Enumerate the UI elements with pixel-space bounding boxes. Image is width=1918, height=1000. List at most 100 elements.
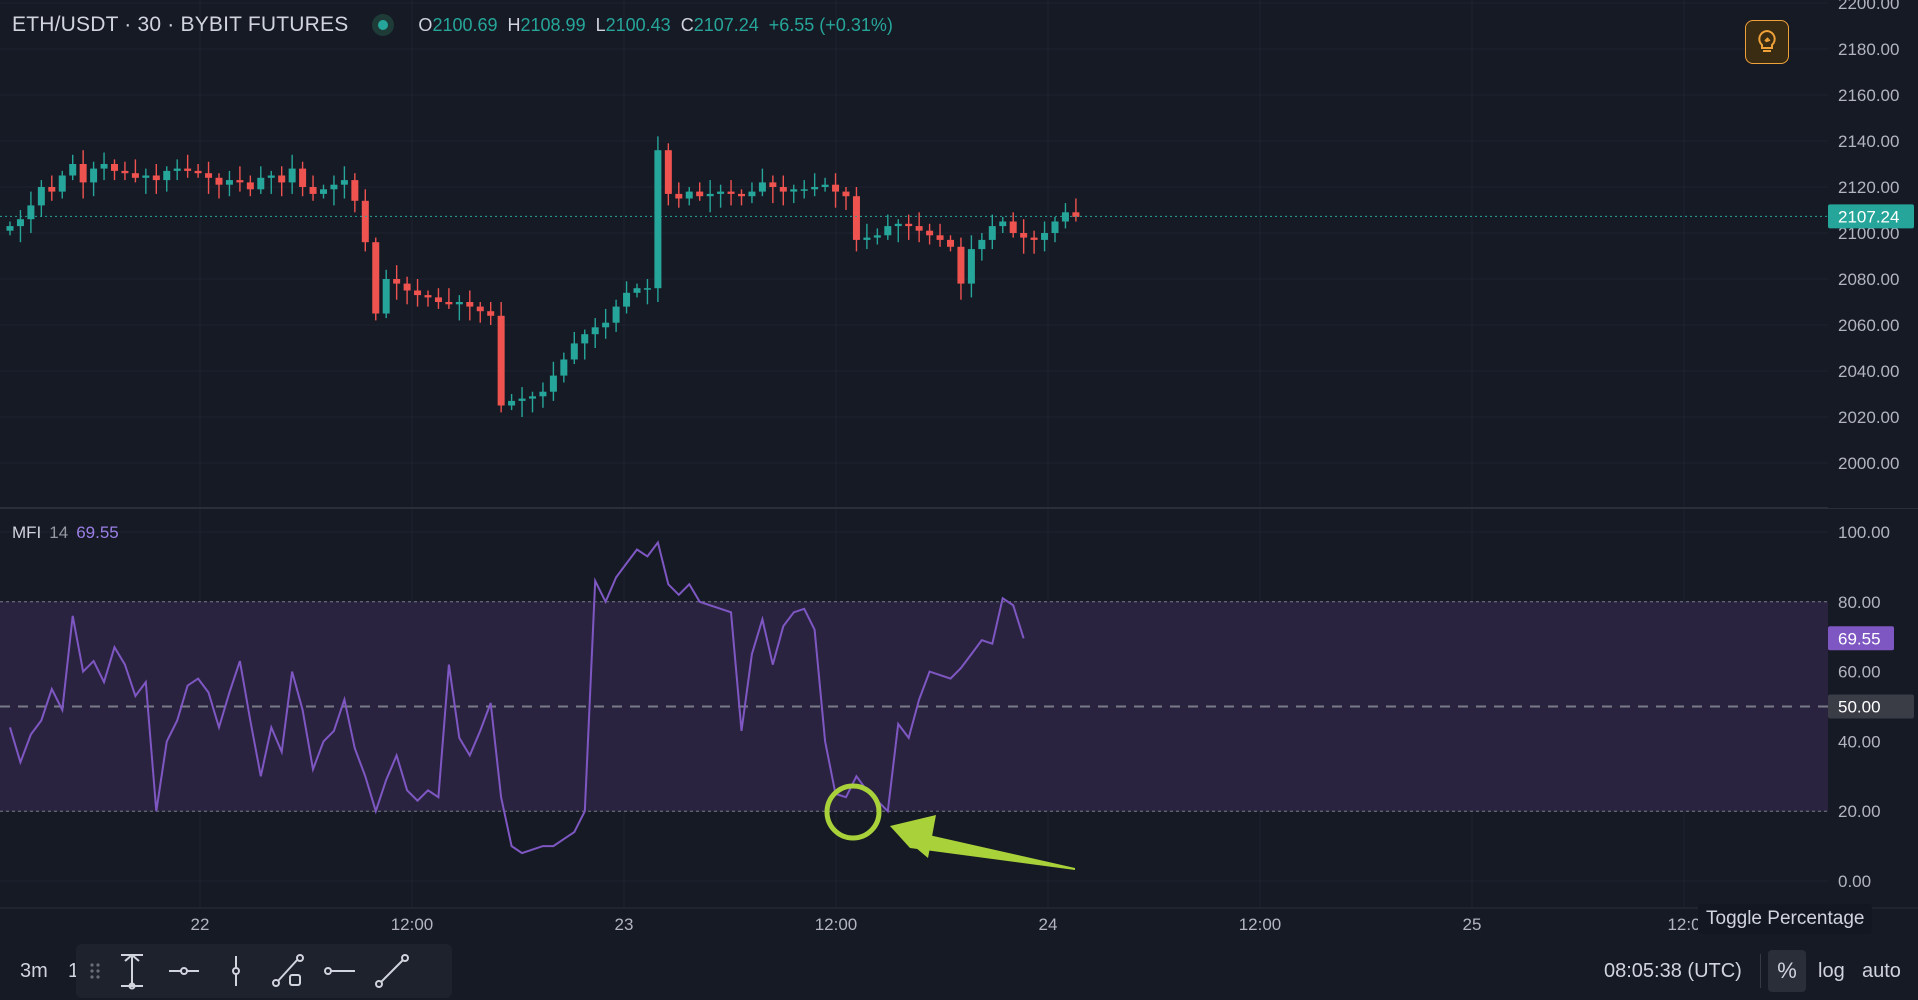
candle-body: [529, 396, 536, 399]
candle-body: [27, 205, 35, 220]
mfi-period: 14: [49, 523, 69, 542]
close-value: 2107.24: [693, 14, 759, 35]
horizontal-ray-tool-icon[interactable]: [158, 948, 210, 994]
price-tick-label: 2200.00: [1838, 0, 1899, 13]
candle-body: [863, 237, 871, 240]
candle-body: [351, 180, 359, 201]
candle-body: [612, 306, 620, 323]
log-scale-button[interactable]: log: [1818, 960, 1845, 982]
vertical-line-tool-icon[interactable]: [210, 948, 262, 994]
trend-line-tool-icon[interactable]: [366, 948, 418, 994]
candle-body: [518, 398, 526, 401]
candle-body: [675, 193, 683, 199]
low-value: 2100.43: [605, 14, 671, 35]
candle-body: [915, 226, 923, 231]
annotation-circle: [824, 783, 882, 841]
mfi-tick-label: 80.00: [1838, 593, 1881, 612]
mfi-tick-label: 20.00: [1838, 802, 1881, 821]
candle-body: [278, 175, 286, 183]
utc-clock[interactable]: 08:05:38 (UTC): [1604, 960, 1742, 982]
candle-body: [779, 187, 787, 192]
candle-body: [978, 239, 986, 250]
market-status-icon: [372, 14, 395, 36]
candle-body: [685, 191, 693, 199]
candle-body: [445, 302, 453, 305]
candle-body: [1072, 212, 1080, 217]
candle-body: [320, 189, 327, 194]
candle-body: [811, 187, 819, 190]
candle-body: [926, 230, 934, 236]
vertical-range-tool-icon[interactable]: [106, 948, 158, 994]
candle-body: [738, 193, 745, 197]
path-tool-icon[interactable]: [262, 948, 314, 994]
candle-body: [967, 249, 975, 284]
mfi-legend[interactable]: MFI 14 69.55: [12, 523, 119, 543]
price-tick-label: 2160.00: [1838, 86, 1899, 105]
candle-body: [424, 295, 432, 298]
candle-body: [717, 191, 725, 194]
idea-lightbulb-button[interactable]: [1745, 20, 1789, 64]
price-tick-label: 2100.00: [1838, 224, 1899, 243]
lightbulb-icon: [1758, 29, 1776, 52]
candle-body: [267, 175, 275, 178]
mfi-value-label: 69.55: [1838, 629, 1881, 648]
price-axis[interactable]: 2200.00 2180.00 2160.00 2140.00 2120.00 2100.…: [1828, 0, 1918, 508]
mfi-band-fill: [0, 601, 1828, 812]
candle-body: [414, 290, 422, 296]
candle-body: [340, 180, 348, 185]
price-axis-bg: [1828, 0, 1918, 508]
drag-grip-icon[interactable]: [84, 956, 106, 986]
candle-body: [936, 235, 944, 240]
candle-body: [111, 164, 118, 171]
candle-body: [184, 168, 192, 171]
candle-body: [696, 191, 704, 197]
candle-body: [6, 226, 14, 231]
candle-body: [257, 177, 265, 190]
candle-body: [16, 219, 24, 227]
candle-body: [79, 164, 87, 183]
high-key: H: [507, 14, 521, 35]
price-tick-label: 2180.00: [1838, 40, 1899, 59]
candle-body: [633, 288, 641, 293]
time-tick-label: 25: [1463, 915, 1482, 934]
price-tick-label: 2140.00: [1838, 132, 1899, 151]
price-tick-label: 2020.00: [1838, 408, 1899, 427]
auto-scale-button[interactable]: auto: [1862, 960, 1901, 982]
horizontal-line-tool-icon[interactable]: [314, 948, 366, 994]
time-axis[interactable]: 22 12:00 23 12:00 24 12:00 25 12:0: [0, 907, 1918, 934]
candle-body: [832, 184, 840, 192]
last-price-badge: [1828, 204, 1914, 229]
mfi-tick-label: 100.00: [1838, 523, 1890, 542]
mfi-value-badge: [1828, 626, 1894, 651]
candle-body: [842, 191, 850, 197]
timeframe-button-2[interactable]: 1: [68, 960, 80, 982]
candle-body: [58, 175, 66, 192]
candle-body: [476, 306, 484, 312]
toggle-percentage-button[interactable]: %: [1768, 950, 1806, 992]
mfi-axis[interactable]: 100.00 80.00 60.00 40.00 20.00 0.00 50.00 69.55: [1828, 510, 1918, 908]
candle-body: [957, 246, 965, 284]
time-tick-label: 24: [1039, 915, 1058, 934]
candle-body: [539, 391, 547, 397]
candle-body: [205, 173, 213, 178]
candle-body: [466, 302, 474, 307]
candle-body: [852, 196, 860, 240]
candle-body: [905, 223, 913, 227]
mfi-tick-label: 0.00: [1838, 872, 1871, 891]
symbol-title[interactable]: ETH/USDT · 30 · BYBIT FUTURES: [12, 13, 349, 36]
ohlc-values: O2100.69 H2108.99 L2100.43 C2107.24 +6.5…: [418, 15, 892, 36]
mfi-line: [9, 540, 1025, 855]
candle-body: [549, 375, 557, 392]
candle-body: [236, 180, 244, 183]
toggle-percentage-tooltip: Toggle Percentage: [1698, 904, 1873, 934]
mfi-mid-badge: [1828, 694, 1914, 719]
mfi-tick-label: 60.00: [1838, 663, 1881, 682]
candle-body: [790, 189, 798, 192]
chart-canvas[interactable]: 2200.00 2180.00 2160.00 2140.00 2120.00 2100.…: [0, 0, 1918, 942]
candle-body: [873, 235, 881, 238]
timeframe-button[interactable]: 3m: [20, 960, 48, 982]
candle-body: [246, 182, 254, 190]
candle-body: [581, 334, 589, 344]
time-tick-label: 23: [615, 915, 634, 934]
candle-body: [727, 191, 735, 194]
